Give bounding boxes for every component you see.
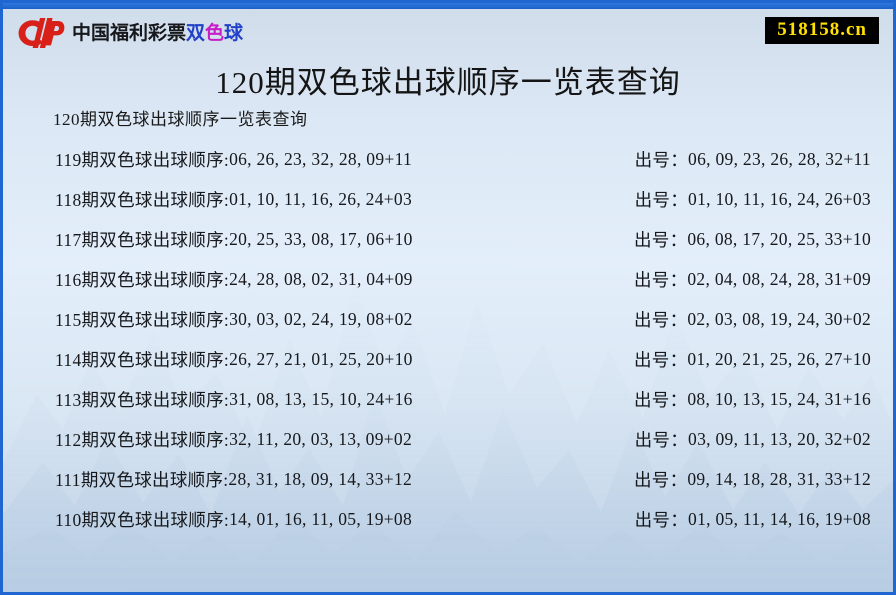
row-sorted-numbers: 06, 09, 23, 26, 28, 32+11: [688, 148, 871, 169]
brand-accent-char-1: 双: [186, 21, 206, 44]
row-period-label: 119期双色球出球顺序:: [55, 149, 230, 170]
table-row: 119期双色球出球顺序: 06, 26, 23, 32, 28, 09+11 出…: [3, 139, 893, 179]
row-draw-sequence: 32, 11, 20, 03, 13, 09+02: [229, 428, 413, 449]
table-row: 118期双色球出球顺序: 01, 10, 11, 16, 26, 24+03 出…: [3, 179, 893, 219]
result-list: 119期双色球出球顺序: 06, 26, 23, 32, 28, 09+11 出…: [3, 139, 893, 539]
table-row: 115期双色球出球顺序: 30, 03, 02, 24, 19, 08+02 出…: [3, 299, 893, 339]
row-sorted-numbers: 01, 05, 11, 14, 16, 19+08: [688, 508, 871, 529]
row-output-label: 出号：: [633, 469, 688, 490]
row-period-label: 111期双色球出球顺序:: [55, 469, 229, 490]
site-domain-badge[interactable]: 518158.cn: [765, 17, 879, 44]
table-row: 117期双色球出球顺序: 20, 25, 33, 08, 17, 06+10 出…: [3, 219, 893, 259]
row-sorted-numbers: 02, 03, 08, 19, 24, 30+02: [687, 308, 871, 329]
row-draw-sequence: 20, 25, 33, 08, 17, 06+10: [229, 228, 413, 249]
brand-text: 中国福利彩票双色球: [72, 21, 244, 44]
row-sorted-numbers: 09, 14, 18, 28, 31, 33+12: [687, 468, 871, 489]
row-period-label: 116期双色球出球顺序:: [55, 269, 230, 290]
site-header: 中国福利彩票双色球 518158.cn: [3, 9, 893, 57]
site-brand[interactable]: 中国福利彩票双色球: [17, 17, 243, 49]
row-period-label: 110期双色球出球顺序:: [55, 509, 230, 530]
row-period-label: 118期双色球出球顺序:: [55, 189, 230, 210]
row-output-label: 出号：: [633, 389, 688, 410]
row-sorted-numbers: 03, 09, 11, 13, 20, 32+02: [688, 428, 871, 449]
row-period-label: 113期双色球出球顺序:: [55, 389, 230, 410]
top-accent-strip: [3, 3, 893, 9]
row-draw-sequence: 30, 03, 02, 24, 19, 08+02: [229, 308, 413, 329]
row-draw-sequence: 31, 08, 13, 15, 10, 24+16: [229, 388, 413, 409]
row-draw-sequence: 24, 28, 08, 02, 31, 04+09: [229, 268, 413, 289]
row-output-label: 出号：: [633, 309, 688, 330]
row-output-label: 出号：: [634, 189, 689, 210]
brand-accent-char-3: 球: [224, 21, 244, 44]
row-period-label: 112期双色球出球顺序:: [55, 429, 230, 450]
table-row: 114期双色球出球顺序: 26, 27, 21, 01, 25, 20+10 出…: [3, 339, 893, 379]
row-sorted-numbers: 02, 04, 08, 24, 28, 31+09: [687, 268, 871, 289]
row-output-label: 出号：: [634, 429, 689, 450]
row-sorted-numbers: 08, 10, 13, 15, 24, 31+16: [687, 388, 871, 409]
brand-accent-char-2: 色: [205, 21, 225, 44]
row-sorted-numbers: 01, 10, 11, 16, 24, 26+03: [688, 188, 871, 209]
row-output-label: 出号：: [633, 269, 688, 290]
row-sorted-numbers: 01, 20, 21, 25, 26, 27+10: [687, 348, 871, 369]
row-output-label: 出号：: [633, 229, 688, 250]
page-subtitle: 120期双色球出球顺序一览表查询: [53, 110, 308, 129]
page-title: 120期双色球出球顺序一览表查询: [215, 65, 681, 100]
row-draw-sequence: 26, 27, 21, 01, 25, 20+10: [229, 348, 413, 369]
table-row: 116期双色球出球顺序: 24, 28, 08, 02, 31, 04+09 出…: [3, 259, 893, 299]
table-row: 110期双色球出球顺序: 14, 01, 16, 11, 05, 19+08 出…: [3, 499, 893, 539]
table-row: 113期双色球出球顺序: 31, 08, 13, 15, 10, 24+16 出…: [3, 379, 893, 419]
row-period-label: 114期双色球出球顺序:: [55, 349, 230, 370]
row-period-label: 115期双色球出球顺序:: [55, 309, 230, 330]
row-draw-sequence: 14, 01, 16, 11, 05, 19+08: [229, 508, 413, 529]
row-output-label: 出号：: [634, 149, 689, 170]
table-row: 112期双色球出球顺序: 32, 11, 20, 03, 13, 09+02 出…: [3, 419, 893, 459]
row-period-label: 117期双色球出球顺序:: [55, 229, 230, 250]
brand-name-cn: 中国福利彩票: [72, 21, 187, 44]
row-sorted-numbers: 06, 08, 17, 20, 25, 33+10: [687, 228, 871, 249]
row-output-label: 出号：: [633, 349, 688, 370]
row-draw-sequence: 28, 31, 18, 09, 14, 33+12: [228, 468, 413, 489]
row-draw-sequence: 06, 26, 23, 32, 28, 09+11: [229, 148, 413, 169]
china-welfare-lottery-emblem-icon: [18, 18, 65, 48]
row-draw-sequence: 01, 10, 11, 16, 26, 24+03: [229, 188, 413, 209]
row-output-label: 出号：: [634, 509, 689, 530]
table-row: 111期双色球出球顺序: 28, 31, 18, 09, 14, 33+12 出…: [3, 459, 893, 499]
